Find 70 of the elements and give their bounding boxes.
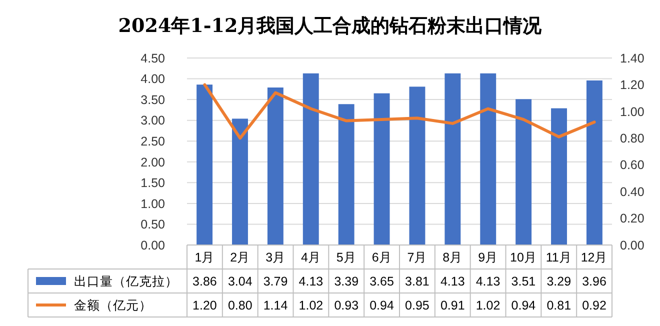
data-label: 1.20: [192, 298, 217, 312]
data-label: 4.13: [476, 274, 500, 288]
data-label: 0.93: [334, 298, 359, 312]
data-label: 4.13: [298, 274, 324, 288]
bar: [338, 104, 354, 245]
chart-title: 2024年1-12月我国人工合成的钻石粉末出口情况: [118, 15, 543, 37]
bar: [267, 88, 284, 245]
data-label: 0.80: [228, 298, 252, 312]
data-label: 0.95: [405, 298, 430, 312]
y-tick-label: 0.00: [140, 238, 166, 252]
x-tick-label: 10月: [510, 250, 537, 264]
bar: [374, 93, 390, 245]
x-tick-label: 5月: [336, 250, 356, 264]
data-label: 3.81: [405, 274, 430, 288]
y-tick-label: 0.50: [140, 218, 166, 232]
y2-tick-label: 0.60: [620, 158, 644, 172]
x-tick-label: 8月: [442, 250, 463, 264]
data-label: 3.86: [192, 274, 217, 288]
y-tick-label: 4.00: [140, 72, 166, 86]
y-tick-label: 4.50: [140, 51, 166, 66]
bar: [409, 86, 426, 245]
bar: [444, 73, 461, 245]
data-label: 0.92: [582, 298, 606, 312]
line-series: [203, 83, 596, 140]
data-label: 0.94: [511, 298, 536, 312]
y2-tick-label: 0.20: [620, 212, 644, 226]
y-tick-label: 2.50: [140, 134, 166, 148]
y-tick-label: 3.50: [140, 92, 166, 107]
y2-tick-label: 1.40: [620, 51, 644, 66]
y-tick-label: 1.00: [140, 196, 166, 211]
x-tick-label: 6月: [372, 250, 392, 264]
bar: [516, 99, 532, 245]
y2-tick-label: 0.80: [620, 132, 644, 146]
bar: [196, 84, 213, 245]
x-tick-label: 11月: [546, 250, 572, 264]
legend-label: 出口量（亿克拉）: [74, 274, 178, 288]
data-label: 3.65: [370, 274, 394, 288]
data-label: 3.04: [228, 274, 252, 288]
data-label: 0.81: [546, 298, 572, 312]
data-label: 0.94: [370, 298, 394, 312]
x-tick-label: 1月: [194, 250, 215, 264]
y2-tick-label: 0.40: [620, 184, 644, 199]
x-tick-label: 2月: [230, 250, 250, 264]
y2-tick-label: 0.00: [620, 238, 644, 252]
data-label: 3.79: [263, 274, 288, 288]
x-tick-label: 4月: [300, 250, 321, 264]
y-tick-label: 2.00: [140, 155, 166, 170]
bar: [551, 108, 567, 245]
legend-label: 金额（亿元）: [74, 298, 152, 312]
x-tick-label: 7月: [407, 250, 428, 264]
data-label: 1.02: [298, 298, 324, 312]
y-tick-label: 3.00: [140, 114, 166, 128]
y2-tick-label: 1.00: [620, 104, 644, 119]
data-label: 4.13: [440, 274, 465, 288]
data-label: 3.96: [582, 274, 606, 288]
x-tick-label: 9月: [478, 250, 498, 264]
data-label: 1.14: [263, 298, 288, 312]
x-tick-label: 3月: [266, 250, 286, 264]
bar: [480, 73, 496, 245]
data-label: 3.51: [511, 274, 536, 288]
bar: [586, 80, 602, 245]
bar: [302, 73, 319, 245]
x-tick-label: 12月: [580, 250, 608, 264]
y-tick-label: 1.50: [140, 176, 166, 190]
bar: [232, 118, 248, 245]
data-label: 3.29: [546, 274, 572, 288]
y2-tick-label: 1.20: [620, 78, 644, 92]
data-label: 1.02: [476, 298, 500, 312]
data-label: 0.91: [440, 298, 465, 312]
data-label: 3.39: [334, 274, 359, 288]
